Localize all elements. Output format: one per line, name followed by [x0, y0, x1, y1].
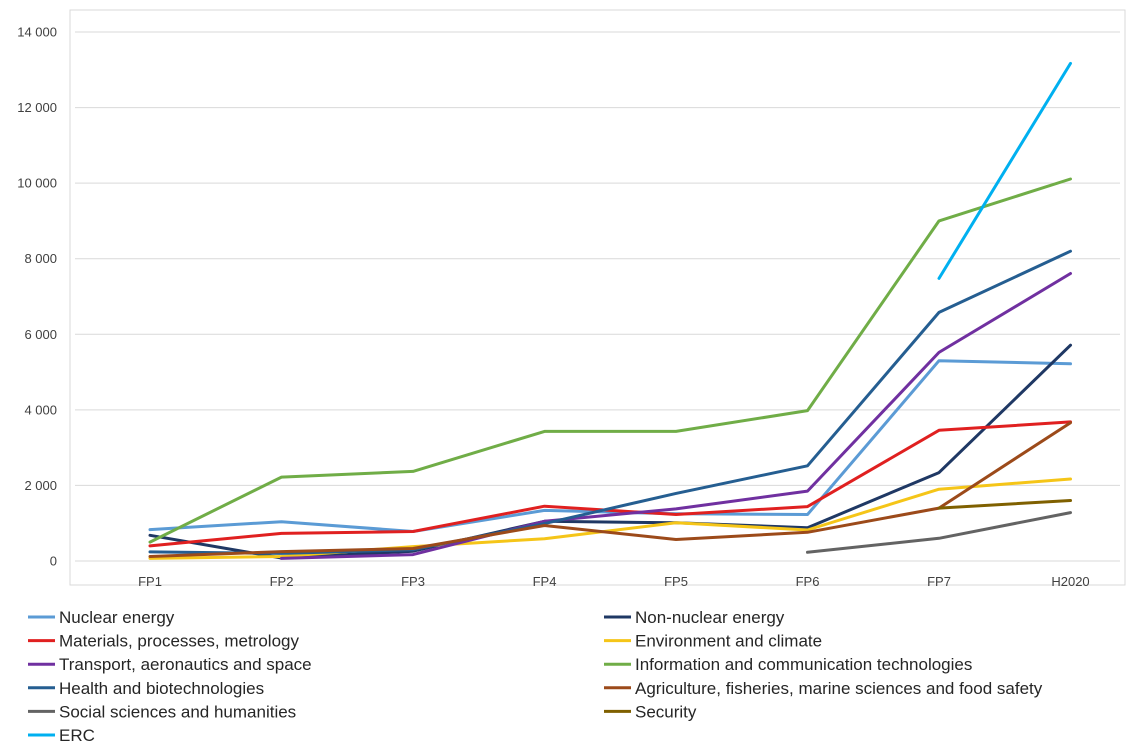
x-tick-label: FP1	[138, 574, 162, 589]
y-tick-label: 10 000	[17, 176, 57, 191]
plot-border	[69, 9, 1126, 586]
legend-label-transport-aeronautics-and-space: Transport, aeronautics and space	[59, 655, 312, 674]
x-tick-label: FP2	[270, 574, 294, 589]
y-tick-label: 12 000	[17, 100, 57, 115]
legend-label-security: Security	[635, 702, 697, 721]
series-line-social-sciences-and-humanities	[806, 511, 1072, 554]
y-tick-label: 6 000	[24, 327, 57, 342]
legend-label-materials-processes-metrology: Materials, processes, metrology	[59, 632, 299, 651]
legend-label-social-sciences-and-humanities: Social sciences and humanities	[59, 702, 296, 721]
legend: Nuclear energy Non-nuclear energy Material…	[28, 608, 1043, 743]
series-line-transport-aeronautics-and-space	[280, 272, 1072, 560]
series-line-non-nuclear-energy	[148, 343, 1072, 560]
legend-label-agriculture-fisheries-marine-sciences-and-food-safety: Agriculture, fisheries, marine sciences …	[635, 679, 1043, 698]
series-line-information-and-communication-technologies	[148, 177, 1072, 544]
legend-label-erc: ERC	[59, 726, 95, 743]
x-tick-label: FP7	[927, 574, 951, 589]
y-tick-label: 4 000	[24, 402, 57, 417]
x-tick-label: FP4	[533, 574, 557, 589]
series-line-environment-and-climate	[148, 477, 1072, 560]
series-lines	[148, 61, 1072, 560]
y-tick-label: 8 000	[24, 251, 57, 266]
x-axis-ticks: FP1 FP2 FP3 FP4 FP5 FP6 FP7 H2020	[138, 574, 1090, 589]
series-line-materials-processes-metrology	[148, 420, 1072, 548]
legend-label-nuclear-energy: Nuclear energy	[59, 608, 175, 627]
y-axis-ticks: 0 2 000 4 000 6 000 8 000 10 000 12 000 14 000	[17, 25, 57, 569]
series-line-agriculture-fisheries-marine-sciences-and-food-safety	[148, 421, 1072, 558]
x-tick-label: FP3	[401, 574, 425, 589]
series-line-security	[937, 499, 1072, 510]
x-tick-label: FP6	[796, 574, 820, 589]
y-tick-label: 2 000	[24, 478, 57, 493]
y-tick-label: 14 000	[17, 25, 57, 40]
series-line-health-and-biotechnologies	[148, 249, 1072, 555]
legend-label-environment-and-climate: Environment and climate	[635, 632, 822, 651]
legend-label-health-and-biotechnologies: Health and biotechnologies	[59, 679, 264, 698]
legend-label-information-and-communication-technologies: Information and communication technologi…	[635, 655, 972, 674]
x-tick-label: H2020	[1051, 574, 1089, 589]
legend-label-non-nuclear-energy: Non-nuclear energy	[635, 608, 785, 627]
series-line-nuclear-energy	[148, 359, 1072, 533]
y-tick-label: 0	[50, 554, 57, 569]
x-tick-label: FP5	[664, 574, 688, 589]
gridlines	[75, 31, 1120, 562]
series-line-erc	[937, 61, 1072, 280]
